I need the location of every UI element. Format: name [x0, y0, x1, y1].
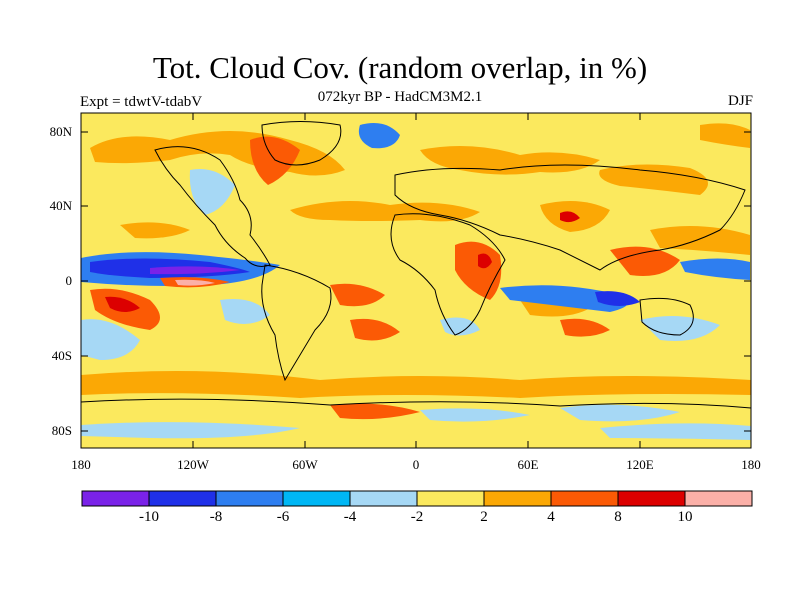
anomaly-region	[600, 423, 751, 440]
colorbar-swatch	[617, 490, 686, 507]
colorbar-label: -8	[209, 509, 223, 525]
colorbar-label: -6	[276, 509, 290, 525]
lat-label-80n: 80N	[49, 124, 72, 139]
anomaly-region	[420, 146, 600, 175]
anomaly-region	[150, 266, 240, 275]
colorbar	[81, 490, 753, 507]
anomaly-region	[290, 201, 480, 222]
anomaly-region	[81, 422, 300, 439]
coastline-greenland	[261, 121, 342, 166]
colorbar-swatch	[416, 490, 485, 507]
lon-label-120e: 120E	[626, 457, 654, 472]
anomaly-region	[81, 319, 140, 360]
anomaly-region	[560, 318, 610, 337]
anomaly-region	[700, 123, 750, 148]
anomaly-region	[610, 246, 680, 276]
anomaly-region	[440, 317, 480, 336]
lat-tick-marks	[81, 131, 751, 432]
anomaly-region	[105, 296, 140, 312]
coastline-antarctica	[81, 398, 751, 409]
anomaly-region	[81, 371, 751, 398]
season-label: DJF	[727, 93, 753, 109]
lat-label-40s: 40S	[51, 348, 72, 363]
colorbar-swatch	[483, 490, 552, 507]
anomaly-region	[420, 408, 530, 422]
colorbar-swatch	[282, 490, 351, 507]
anomaly-region	[350, 318, 400, 341]
anomaly-region	[680, 258, 750, 280]
map-subtitle: 072kyr BP - HadCM3M2.1	[317, 89, 483, 105]
colorbar-swatch	[684, 490, 753, 507]
anomaly-region	[650, 226, 750, 255]
colorbar-label: -4	[343, 509, 357, 525]
colorbar-swatch	[148, 490, 217, 507]
anomaly-region	[220, 299, 270, 324]
anomaly-region	[330, 283, 385, 307]
anomaly-region	[250, 136, 300, 185]
lat-label-40n: 40N	[49, 198, 72, 213]
anomaly-region	[358, 122, 400, 149]
coastline-africa	[390, 213, 506, 336]
anomaly-region	[560, 404, 680, 422]
colorbar-label: -2	[410, 509, 424, 525]
colorbar-swatch	[81, 490, 150, 507]
map-title: Tot. Cloud Cov. (random overlap, in %)	[152, 50, 648, 85]
lon-label-60w: 60W	[292, 457, 318, 472]
anomaly-region	[595, 291, 640, 306]
anomaly-region	[189, 169, 235, 215]
anomaly-region	[560, 211, 580, 223]
colorbar-label: 4	[547, 509, 555, 525]
colorbar-swatch	[215, 490, 284, 507]
anomaly-region	[120, 222, 190, 239]
lon-label-120w: 120W	[177, 457, 209, 472]
coastlines	[81, 121, 751, 409]
colorbar-label: -10	[139, 509, 159, 525]
anomaly-region	[478, 253, 492, 269]
coastline-north-america	[154, 146, 271, 267]
lat-label-80s: 80S	[51, 423, 72, 438]
lon-tick-marks	[192, 113, 641, 448]
experiment-label: Expt = tdwtV-tdabV	[80, 94, 203, 110]
colorbar-label: 2	[480, 509, 488, 525]
cloud-anomaly-field	[81, 113, 751, 448]
lat-label-0: 0	[65, 273, 73, 288]
coastline-south-america	[261, 264, 332, 382]
lon-label-60e: 60E	[517, 457, 539, 472]
lon-label-180w: 180	[71, 457, 91, 472]
anomaly-region	[640, 316, 720, 341]
anomaly-region	[330, 403, 420, 420]
colorbar-label: 10	[677, 509, 693, 525]
colorbar-swatch	[550, 490, 619, 507]
lon-label-180e: 180	[741, 457, 761, 472]
anomaly-region	[599, 164, 708, 195]
colorbar-swatch	[349, 490, 418, 507]
colorbar-label: 8	[614, 509, 622, 525]
coastline-eurasia	[394, 164, 746, 271]
coastline-australia	[639, 297, 694, 336]
anomaly-region	[175, 279, 215, 286]
lon-label-0: 0	[412, 457, 420, 472]
anomaly-region	[455, 241, 502, 300]
